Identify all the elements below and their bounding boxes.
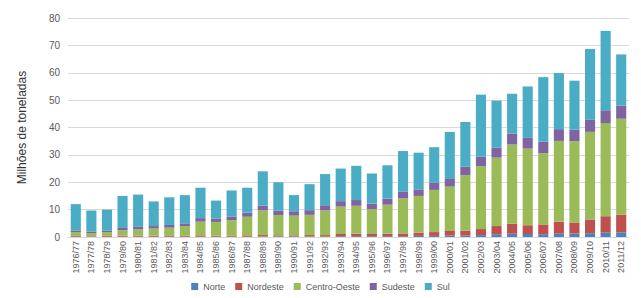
svg-text:1999/00: 1999/00 [429, 241, 439, 274]
svg-text:1986/87: 1986/87 [227, 241, 237, 274]
svg-text:Nordeste: Nordeste [247, 282, 284, 292]
svg-text:2000/01: 2000/01 [445, 241, 455, 274]
svg-text:1991/92: 1991/92 [305, 241, 315, 274]
svg-text:1992/93: 1992/93 [320, 241, 330, 274]
svg-text:1976/77: 1976/77 [71, 241, 81, 274]
svg-text:10: 10 [49, 204, 61, 215]
svg-text:0: 0 [54, 232, 60, 243]
svg-text:1996/97: 1996/97 [382, 241, 392, 274]
svg-text:20: 20 [49, 177, 61, 188]
svg-text:Centro-Oeste: Centro-Oeste [306, 282, 360, 292]
svg-text:2006/07: 2006/07 [538, 241, 548, 274]
svg-text:50: 50 [49, 95, 61, 106]
svg-text:60: 60 [49, 67, 61, 78]
svg-text:1998/99: 1998/99 [414, 241, 424, 274]
svg-text:1987/88: 1987/88 [242, 241, 252, 274]
svg-text:2011/12: 2011/12 [616, 241, 626, 273]
svg-text:40: 40 [49, 122, 61, 133]
svg-text:1979/80: 1979/80 [118, 241, 128, 274]
svg-text:1983/84: 1983/84 [180, 241, 190, 274]
svg-text:1995/96: 1995/96 [367, 241, 377, 274]
svg-text:1985/86: 1985/86 [211, 241, 221, 274]
svg-text:2002/03: 2002/03 [476, 241, 486, 274]
svg-text:1994/95: 1994/95 [351, 241, 361, 274]
svg-text:1984/85: 1984/85 [195, 241, 205, 274]
svg-text:2004/05: 2004/05 [507, 241, 517, 274]
svg-text:1980/81: 1980/81 [133, 241, 143, 274]
svg-text:1977/78: 1977/78 [86, 241, 96, 274]
svg-text:1988/89: 1988/89 [258, 241, 268, 274]
svg-text:1981/82: 1981/82 [149, 241, 159, 274]
svg-text:1982/83: 1982/83 [164, 241, 174, 274]
svg-text:1990/91: 1990/91 [289, 241, 299, 274]
svg-text:70: 70 [49, 40, 61, 51]
svg-text:2009/10: 2009/10 [585, 241, 595, 274]
svg-text:2010/11: 2010/11 [601, 241, 611, 273]
svg-text:Sudeste: Sudeste [382, 282, 415, 292]
svg-text:1989/90: 1989/90 [273, 241, 283, 274]
svg-text:2007/08: 2007/08 [554, 241, 564, 274]
svg-text:Norte: Norte [203, 282, 225, 292]
svg-text:2005/06: 2005/06 [523, 241, 533, 274]
svg-text:1978/79: 1978/79 [102, 241, 112, 274]
svg-text:80: 80 [49, 13, 61, 24]
svg-text:Sul: Sul [437, 282, 450, 292]
svg-text:1997/98: 1997/98 [398, 241, 408, 274]
svg-text:2008/09: 2008/09 [569, 241, 579, 274]
svg-text:2003/04: 2003/04 [492, 241, 502, 274]
svg-text:1993/94: 1993/94 [336, 241, 346, 274]
svg-text:Milhões de toneladas: Milhões de toneladas [15, 71, 29, 184]
svg-text:2001/02: 2001/02 [460, 241, 470, 274]
svg-text:30: 30 [49, 149, 61, 160]
